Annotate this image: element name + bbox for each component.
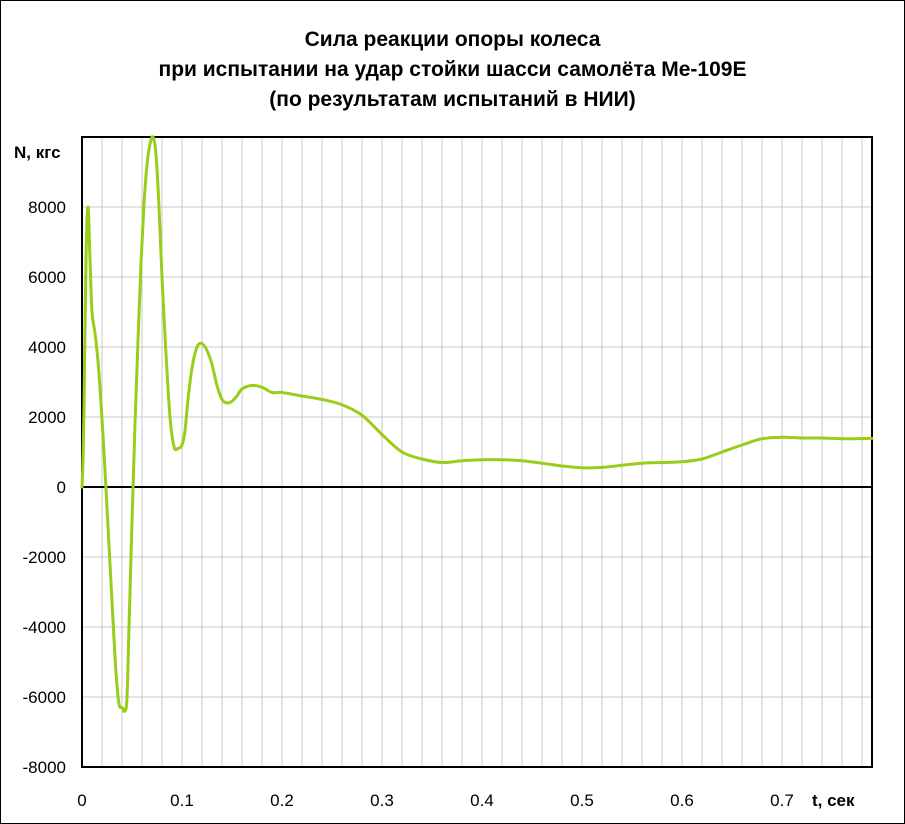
plot-area (81, 136, 873, 768)
y-tick-labels: 8000 6000 4000 2000 0 -2000 -4000 -6000 -8000 (23, 198, 66, 777)
chart-title-line-3: (по результатам испытаний в НИИ) (269, 88, 636, 111)
x-tick-label: 0.1 (170, 791, 194, 810)
y-tick-label: -4000 (23, 618, 66, 637)
x-tick-label: 0.3 (370, 791, 394, 810)
series-line (80, 135, 874, 713)
y-tick-label: -2000 (23, 548, 66, 567)
x-tick-labels: 0 0.1 0.2 0.3 0.4 0.5 0.6 0.7 (77, 791, 794, 810)
chart-title-line-1: Сила реакции опоры колеса (304, 28, 601, 51)
x-tick-label: 0.4 (470, 791, 494, 810)
y-tick-label: 6000 (28, 268, 66, 287)
x-tick-label: 0.6 (670, 791, 694, 810)
x-tick-label: 0.7 (770, 791, 794, 810)
chart-title-line-2: при испытании на удар стойки шасси самол… (158, 58, 747, 81)
x-tick-label: 0 (77, 791, 86, 810)
x-axis-label: t, сек (812, 791, 855, 810)
y-tick-label: 8000 (28, 198, 66, 217)
x-tick-label: 0.2 (270, 791, 294, 810)
x-tick-label: 0.5 (570, 791, 594, 810)
y-tick-label: 0 (57, 478, 66, 497)
y-tick-label: -8000 (23, 758, 66, 777)
y-tick-label: 4000 (28, 338, 66, 357)
y-tick-label: -6000 (23, 688, 66, 707)
grid (82, 137, 872, 767)
y-axis-label: N, кгс (14, 143, 61, 162)
y-tick-label: 2000 (28, 408, 66, 427)
